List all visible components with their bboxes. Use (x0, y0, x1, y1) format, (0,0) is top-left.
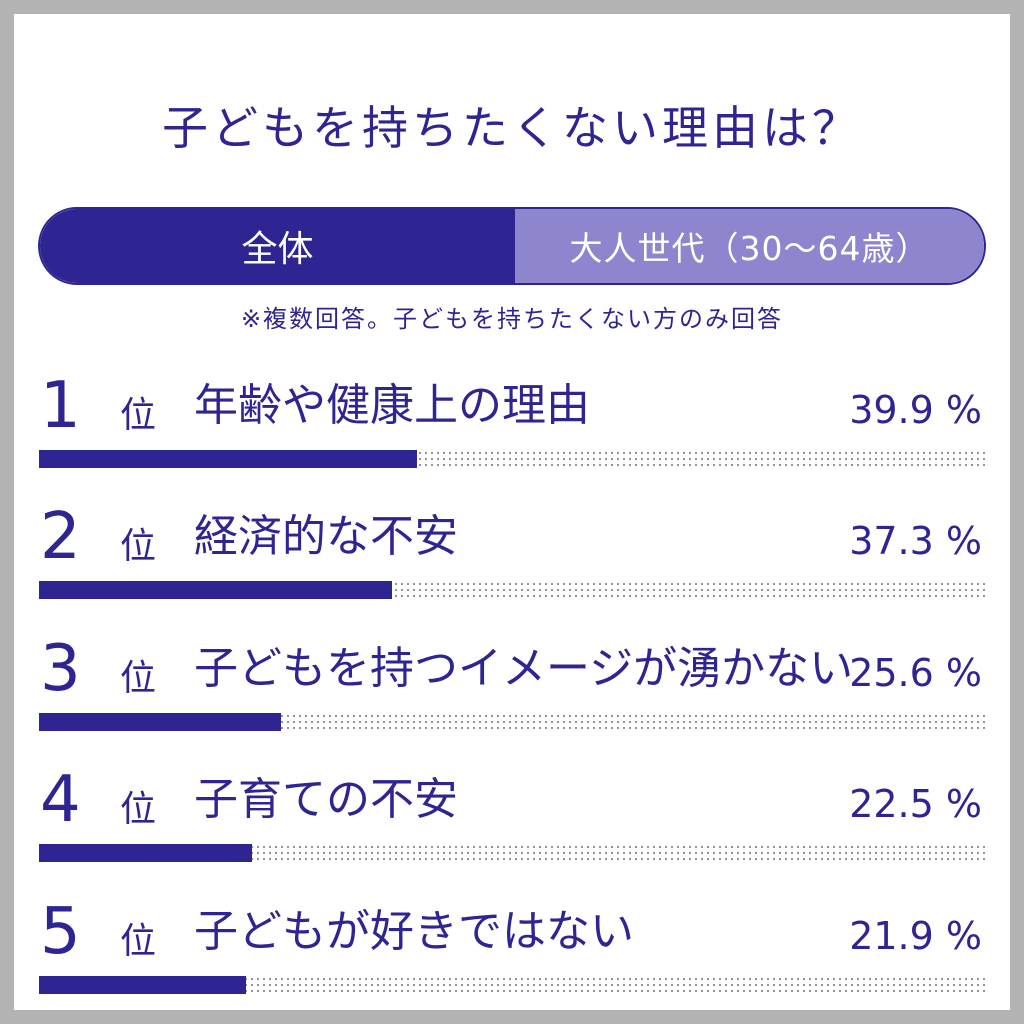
survey-note: ※複数回答。子どもを持ちたくない方のみ回答 (240, 305, 784, 333)
rank-number: 5 (40, 895, 81, 969)
ranking-row: 2 位経済的な不安 37.3 % (14, 503, 1010, 603)
reason-label: 年齢や健康上の理由 (194, 380, 590, 431)
percentage-bar (39, 713, 281, 731)
percentage-bar (39, 844, 252, 862)
rank-unit: 位 (120, 789, 157, 830)
percentage-bar (39, 581, 392, 599)
ranking-row: 5 位子どもが好きではない 21.9 % (14, 898, 1010, 998)
ranking-chart: 1 位年齢や健康上の理由 39.9 % 2 位経済的な不安 37.3 % 3 位子どもを持つイ… (14, 14, 1010, 1010)
reason-label: 子どもを持つイメージが湧かない (194, 643, 854, 694)
tab-adult-generation[interactable]: 大人世代（30〜64歳） (515, 209, 984, 283)
percentage-bar (39, 450, 417, 468)
rank-number: 4 (40, 763, 81, 837)
percentage-value: 22.5 % (849, 782, 982, 826)
rank-unit: 位 (120, 395, 157, 436)
percentage-bar (39, 976, 246, 994)
tab-overall[interactable]: 全体 (40, 209, 515, 283)
rank-number: 2 (40, 500, 81, 574)
bar-track (39, 450, 986, 468)
ranking-row: 3 位子どもを持つイメージが湧かない 25.6 % (14, 635, 1010, 735)
ranking-row: 4 位子育ての不安 22.5 % (14, 766, 1010, 866)
bar-track (39, 976, 986, 994)
reason-label: 経済的な不安 (194, 511, 458, 562)
reason-label: 子育ての不安 (194, 774, 458, 825)
page-title: 子どもを持ちたくない理由は？ (162, 101, 862, 155)
percentage-value: 21.9 % (849, 914, 982, 958)
rank-unit: 位 (120, 526, 157, 567)
ranking-row: 1 位年齢や健康上の理由 39.9 % (14, 372, 1010, 472)
rank-unit: 位 (120, 658, 157, 699)
segment-tabs: 全体 大人世代（30〜64歳） (38, 207, 986, 285)
percentage-value: 37.3 % (849, 519, 982, 563)
bar-track (39, 581, 986, 599)
rank-number: 3 (40, 632, 81, 706)
bar-track (39, 713, 986, 731)
reason-label: 子どもが好きではない (194, 906, 634, 957)
percentage-value: 39.9 % (849, 388, 982, 432)
bar-track (39, 844, 986, 862)
rank-unit: 位 (120, 921, 157, 962)
infographic-card: 子どもを持ちたくない理由は？ 全体 大人世代（30〜64歳） ※複数回答。子ども… (14, 14, 1010, 1010)
rank-number: 1 (40, 369, 81, 443)
percentage-value: 25.6 % (849, 651, 982, 695)
